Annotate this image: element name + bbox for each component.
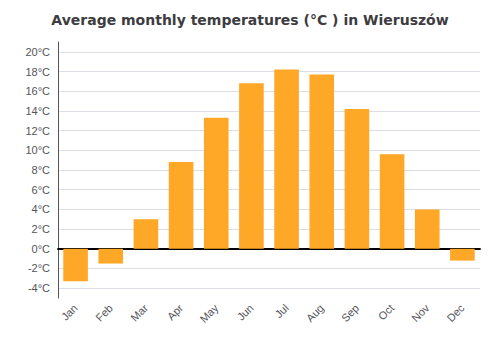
svg-text:Dec: Dec [444,301,467,324]
svg-text:Mar: Mar [128,302,150,324]
svg-text:-2°C: -2°C [28,262,50,274]
svg-text:Jun: Jun [235,302,256,323]
svg-text:20°C: 20°C [25,46,50,58]
svg-text:6°C: 6°C [32,184,51,196]
svg-text:18°C: 18°C [25,66,50,78]
svg-text:Jan: Jan [59,302,80,323]
svg-text:0°C: 0°C [32,243,51,255]
svg-text:14°C: 14°C [25,105,50,117]
svg-text:8°C: 8°C [32,164,51,176]
svg-text:Average monthly temperatures (: Average monthly temperatures (°C ) in Wi… [51,12,448,28]
svg-text:Oct: Oct [376,302,397,323]
svg-text:10°C: 10°C [25,144,50,156]
svg-text:Aug: Aug [304,302,326,324]
svg-text:Nov: Nov [409,301,432,324]
svg-text:16°C: 16°C [25,85,50,97]
svg-text:2°C: 2°C [32,223,51,235]
svg-text:Apr: Apr [165,302,186,323]
svg-text:Sep: Sep [339,302,361,324]
svg-text:Feb: Feb [93,302,115,324]
svg-text:-4°C: -4°C [28,282,50,294]
svg-text:12°C: 12°C [25,125,50,137]
svg-text:Jul: Jul [272,302,290,320]
svg-text:4°C: 4°C [32,203,51,215]
svg-text:May: May [197,301,221,325]
